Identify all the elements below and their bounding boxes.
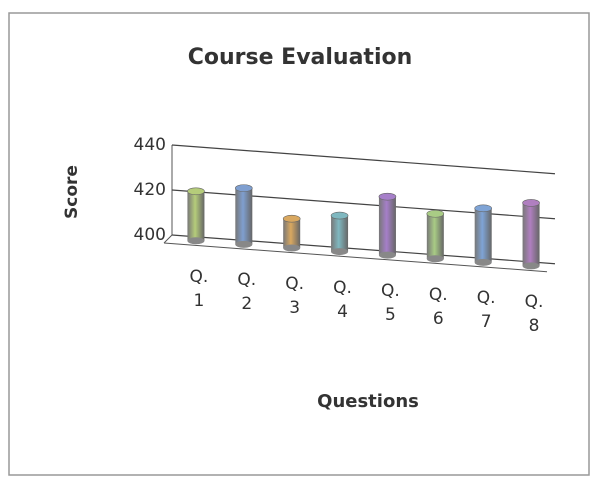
- bar-bottom: [187, 237, 205, 245]
- floor-edge: [163, 242, 548, 273]
- x-tick-label: Q. 2: [237, 270, 257, 315]
- bar-bottom: [378, 251, 396, 259]
- x-tick-label: Q. 5: [381, 281, 400, 326]
- y-tick-label: 420: [134, 180, 166, 200]
- grid-line: [171, 144, 556, 175]
- x-tick-label: Q. 1: [189, 266, 209, 311]
- grid-line: [171, 189, 556, 220]
- bar: [474, 204, 492, 266]
- bar-bottom: [331, 248, 349, 256]
- bar-bottom: [283, 244, 301, 252]
- bar-top: [474, 204, 492, 213]
- bar-bottom: [235, 240, 253, 248]
- bar: [235, 184, 253, 248]
- bar-bottom: [522, 262, 540, 270]
- bar-bottom: [426, 255, 444, 263]
- x-tick-label: Q. 6: [428, 284, 448, 329]
- floor-edge: [163, 234, 173, 244]
- grid-line: [171, 234, 556, 265]
- bar-body: [283, 218, 301, 248]
- chart-title: Course Evaluation: [188, 45, 413, 70]
- bar-body: [378, 196, 396, 256]
- x-tick-label: Q. 4: [333, 277, 352, 322]
- chart-border: [8, 12, 590, 476]
- bar-top: [522, 199, 540, 207]
- bar: [378, 192, 397, 259]
- bar-top: [330, 211, 349, 220]
- y-tick-label: 440: [134, 135, 166, 155]
- y-tick-label: 400: [134, 225, 166, 245]
- y-axis-label: Score: [62, 165, 82, 219]
- bar-top: [378, 192, 397, 201]
- bar-body: [331, 215, 349, 252]
- bar-body: [474, 208, 492, 263]
- bar: [522, 199, 540, 270]
- bar-top: [426, 209, 445, 218]
- bar-body: [187, 191, 205, 241]
- x-tick-label: Q. 7: [476, 288, 496, 333]
- x-tick-label: Q. 3: [285, 273, 305, 318]
- bar-body: [426, 213, 444, 259]
- bar-body: [522, 202, 540, 266]
- bar-top: [282, 214, 301, 223]
- bar-bottom: [474, 258, 492, 266]
- bar: [282, 214, 301, 252]
- x-tick-label: Q. 8: [524, 291, 544, 336]
- bar: [426, 209, 445, 263]
- bar: [330, 211, 349, 256]
- bar-top: [187, 187, 205, 196]
- bar-top: [235, 184, 253, 192]
- x-axis-label: Questions: [317, 391, 419, 412]
- bar: [187, 187, 205, 245]
- bar-body: [235, 188, 253, 245]
